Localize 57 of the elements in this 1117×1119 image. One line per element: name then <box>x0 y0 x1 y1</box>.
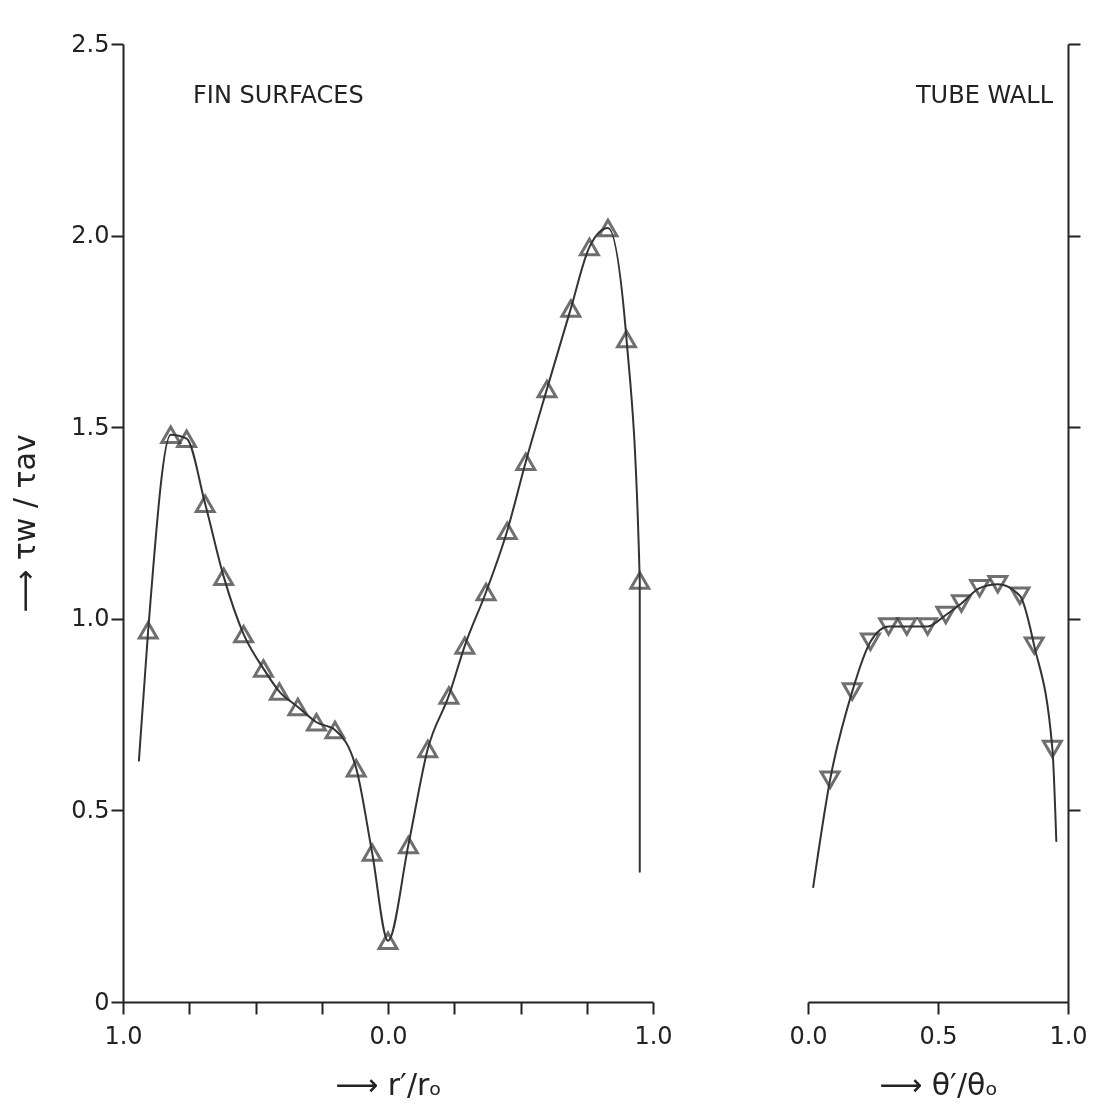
point <box>950 594 972 613</box>
point <box>475 582 497 602</box>
y-tick-label: 1.0 <box>71 604 110 633</box>
point <box>324 720 346 740</box>
x-axis-title: ⟶ r′/rₒ <box>335 1066 442 1102</box>
x-tick-label: 1.0 <box>634 1021 673 1050</box>
point <box>233 624 255 644</box>
point <box>268 682 290 701</box>
point <box>597 218 619 238</box>
point <box>896 617 918 636</box>
x-axis-title: ⟶ θ′/θₒ <box>879 1066 998 1102</box>
y-tick-label: 2.5 <box>71 29 110 58</box>
point <box>345 759 367 778</box>
point <box>935 605 957 625</box>
point <box>1041 739 1063 759</box>
point <box>878 617 900 636</box>
x-tick-label: 1.0 <box>104 1021 143 1050</box>
point <box>496 521 518 540</box>
point <box>841 682 863 701</box>
annotation: TUBE WALL <box>914 81 1054 109</box>
point <box>1023 636 1045 655</box>
point <box>253 659 274 678</box>
x-tick-label: 0.0 <box>369 1021 408 1050</box>
x-tick-label: 1.0 <box>1049 1021 1088 1050</box>
point <box>819 770 841 789</box>
point <box>859 632 881 652</box>
y-axis-title: ⟶ τw / τav <box>7 434 43 613</box>
point <box>417 739 439 759</box>
point <box>176 429 198 448</box>
annotation: FIN SURFACES <box>193 81 364 109</box>
point <box>987 575 1009 594</box>
point <box>160 425 182 445</box>
point <box>438 686 460 705</box>
point <box>287 697 309 717</box>
point <box>578 237 600 257</box>
y-tick-label: 0.5 <box>71 795 110 824</box>
point <box>536 379 558 399</box>
x-tick-label: 0.5 <box>919 1021 958 1050</box>
point <box>1009 586 1031 606</box>
point <box>515 452 537 471</box>
point <box>969 578 991 598</box>
point <box>560 299 582 318</box>
point <box>361 843 383 862</box>
point <box>629 571 651 590</box>
point <box>194 494 216 514</box>
y-tick-label: 0 <box>94 987 110 1016</box>
point <box>306 713 327 732</box>
point <box>917 617 939 636</box>
point <box>616 329 637 349</box>
point <box>213 567 235 586</box>
point <box>397 835 419 855</box>
y-tick-label: 2.0 <box>71 221 110 250</box>
x-tick-label: 0.0 <box>789 1021 828 1050</box>
point <box>454 636 476 655</box>
point <box>377 931 399 950</box>
y-tick-label: 1.5 <box>71 412 110 441</box>
point <box>137 621 159 640</box>
